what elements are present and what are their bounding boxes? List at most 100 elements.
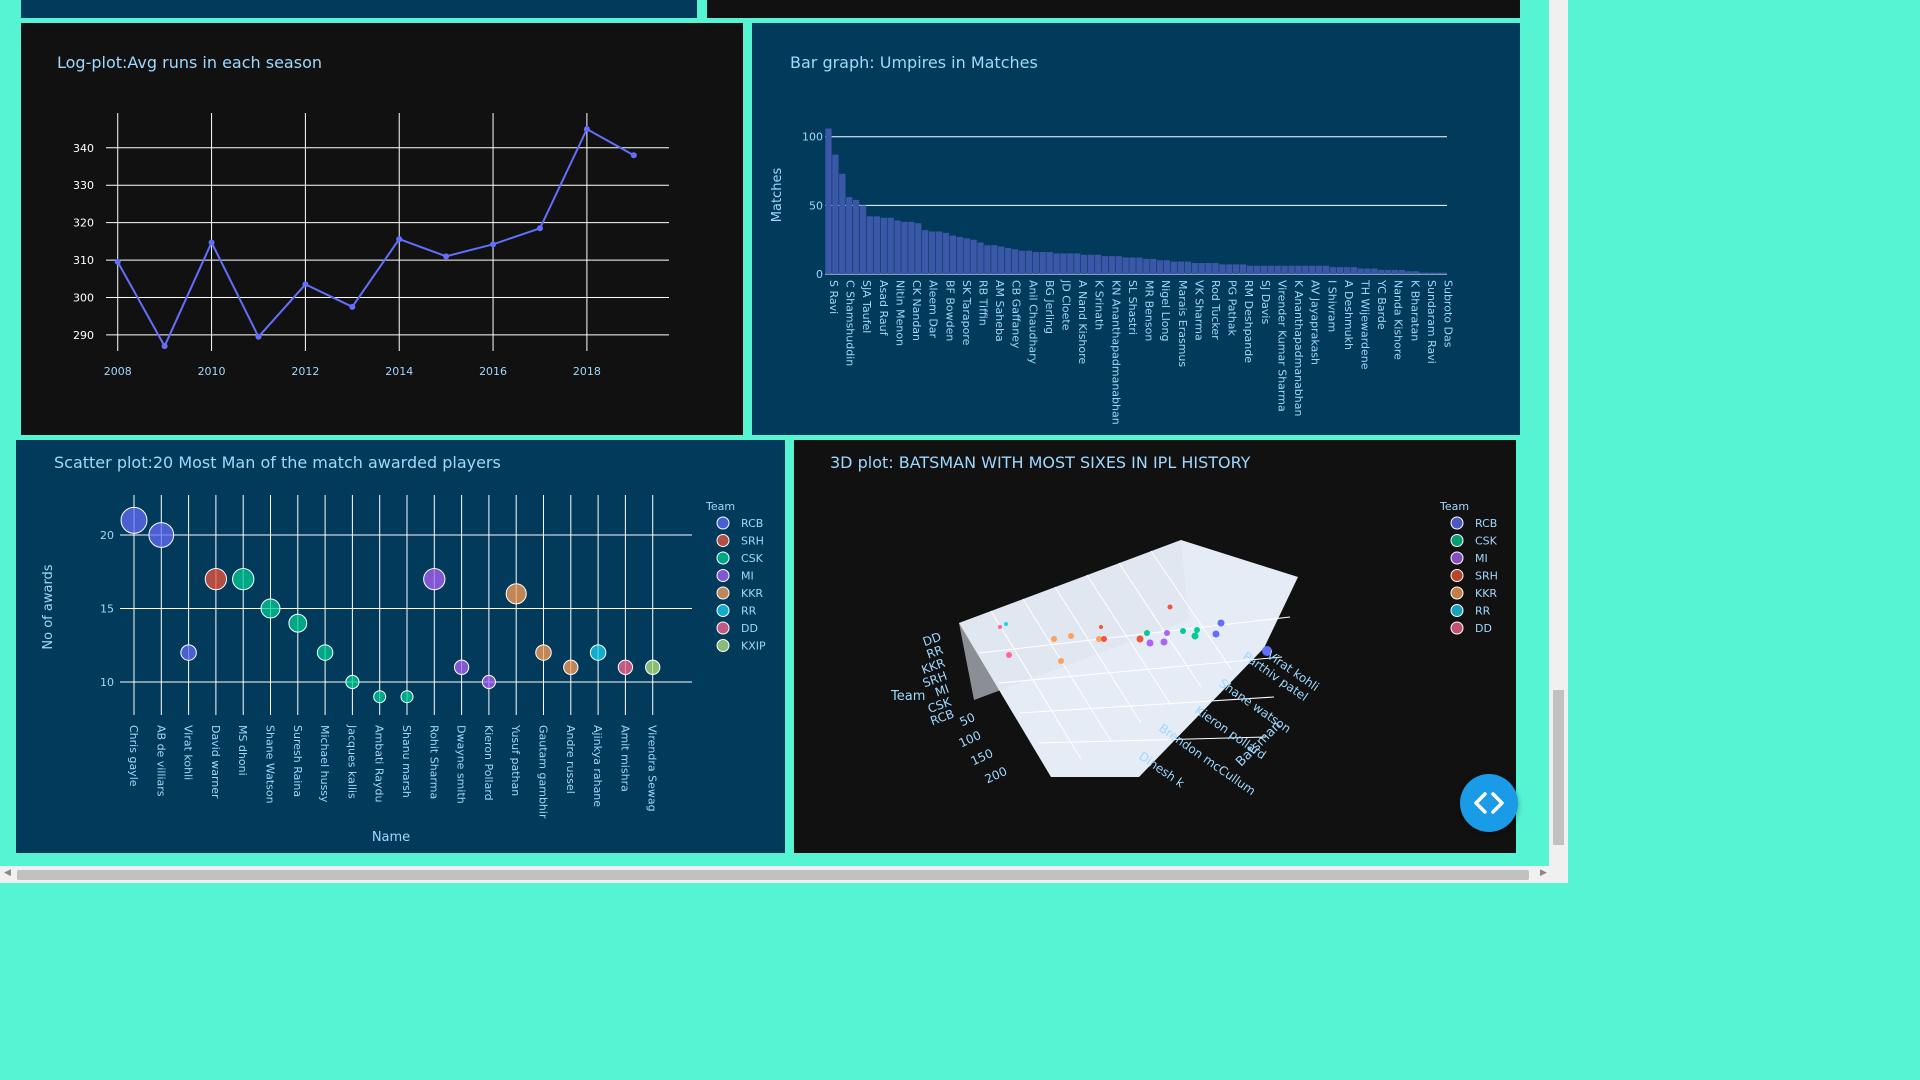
code-brackets-icon [1474, 792, 1504, 814]
scatter-point [260, 598, 281, 619]
bar [1288, 265, 1295, 274]
x-tick-label: Ajinkya rahane [591, 725, 604, 807]
x-tick-label: K Srinath [1093, 280, 1106, 330]
point-3d [1144, 630, 1150, 636]
scene-gridline [1022, 598, 1112, 742]
bar [1233, 264, 1240, 274]
x-tick-label: Marais Erasmus [1176, 280, 1189, 367]
bar [1392, 269, 1399, 274]
bar [1163, 260, 1171, 274]
legend-label: RCB [1475, 517, 1497, 530]
x-tick-label: TH Wijewardene [1358, 279, 1371, 370]
vertical-scrollbar[interactable] [1549, 0, 1568, 866]
bar [1426, 272, 1433, 274]
x-tick-label: YC Barde [1375, 279, 1388, 330]
x-tick-label: 2012 [291, 365, 319, 378]
bar [1274, 265, 1281, 274]
scatter-point [589, 644, 607, 661]
legend-title: Team [705, 500, 735, 513]
scene-gridline [1118, 562, 1202, 688]
x-tick-label: Kieron Pollard [482, 725, 495, 801]
bar [1226, 264, 1233, 274]
horizontal-scroll-thumb[interactable] [17, 870, 1529, 880]
point-3d [1217, 619, 1225, 627]
bar [1219, 264, 1226, 274]
log-plot-title: Log-plot:Avg runs in each season [57, 53, 322, 72]
x-tick-label: Virat kohli [182, 725, 195, 780]
bar [1011, 249, 1019, 274]
legend-label: DD [741, 622, 758, 635]
bar [1412, 271, 1420, 274]
bar [1046, 252, 1053, 274]
point-3d [1068, 633, 1074, 639]
scene-back-wall [959, 540, 1189, 700]
y-tick-label: 330 [73, 179, 94, 192]
line-point [490, 241, 497, 248]
bar [1115, 256, 1122, 274]
bar [832, 154, 839, 274]
vertical-scroll-thumb[interactable] [1553, 690, 1564, 845]
line-point [302, 281, 309, 288]
y-tick-label: 290 [73, 329, 94, 342]
scene-gridline [1054, 586, 1142, 724]
legend-label: RR [1475, 605, 1491, 618]
x-tick-label: Shane Watson [264, 725, 277, 804]
bar [1260, 265, 1268, 274]
scatter-chart: 10 15 20 Chris gayle AB de villiars Virat koh… [41, 495, 766, 845]
x-tick-label: K Bharatan [1408, 280, 1421, 341]
x-tick-label: AM Saheba [993, 280, 1006, 342]
scroll-left-arrow-icon[interactable]: ◀ [4, 868, 11, 878]
team-tick-label: DD [921, 630, 943, 649]
sixes-tick-label: 50 [958, 710, 978, 729]
bar [1074, 253, 1081, 274]
bar [922, 230, 929, 274]
scatter-point [645, 659, 661, 675]
bar [1122, 257, 1129, 274]
bar [1067, 253, 1074, 274]
line-point [255, 333, 262, 340]
x-tick-label: S Ravi [827, 280, 840, 314]
x-tick-label: 2008 [104, 365, 132, 378]
legend-label: MI [1475, 552, 1488, 565]
y-tick-label: 0 [816, 268, 823, 281]
bar [880, 217, 887, 274]
scatter-point [180, 644, 197, 661]
legend-marker [716, 534, 730, 547]
point-3d [1194, 627, 1200, 633]
bar [859, 205, 867, 274]
x-tick-label: Dwayne smith [455, 725, 468, 804]
bar [1198, 263, 1205, 274]
x-tick-label: VK Sharma [1192, 280, 1205, 341]
horizontal-scrollbar[interactable]: ◀ ▶ [0, 866, 1568, 883]
scroll-right-arrow-icon[interactable]: ▶ [1540, 868, 1547, 878]
x-tick-label: Amit mishra [618, 725, 631, 792]
point-3d [1004, 622, 1008, 626]
point-3d [1146, 639, 1154, 647]
code-toggle-button[interactable] [1460, 774, 1518, 832]
legend-marker [1450, 551, 1464, 565]
sixes-tick-label: 100 [957, 728, 984, 750]
legend-title: Team [1439, 500, 1469, 513]
bar [956, 236, 963, 274]
x-tick-label: Virender Kumar Sharma [1275, 280, 1288, 412]
bar [1101, 256, 1109, 274]
bar [1184, 261, 1191, 274]
bar [1378, 269, 1385, 274]
legend-label: RR [741, 605, 757, 618]
line-point [349, 303, 356, 310]
bar [935, 231, 943, 274]
line-point [443, 253, 450, 260]
bar [963, 238, 970, 274]
x-tick-label: PG Pathak [1226, 280, 1239, 337]
scatter-point [400, 690, 414, 704]
bar [1087, 254, 1095, 274]
x-tick-label: Virendra Sewag [646, 725, 659, 812]
legend-marker [716, 569, 730, 582]
x-tick-label: Suresh Raina [291, 725, 304, 797]
scene-gridline [990, 610, 1082, 760]
legend-label: CSK [1475, 535, 1498, 548]
bar [1267, 265, 1274, 274]
x-tick-label: SJA Taufel [860, 280, 873, 333]
x-tick-label: Aleem Dar [927, 280, 940, 339]
